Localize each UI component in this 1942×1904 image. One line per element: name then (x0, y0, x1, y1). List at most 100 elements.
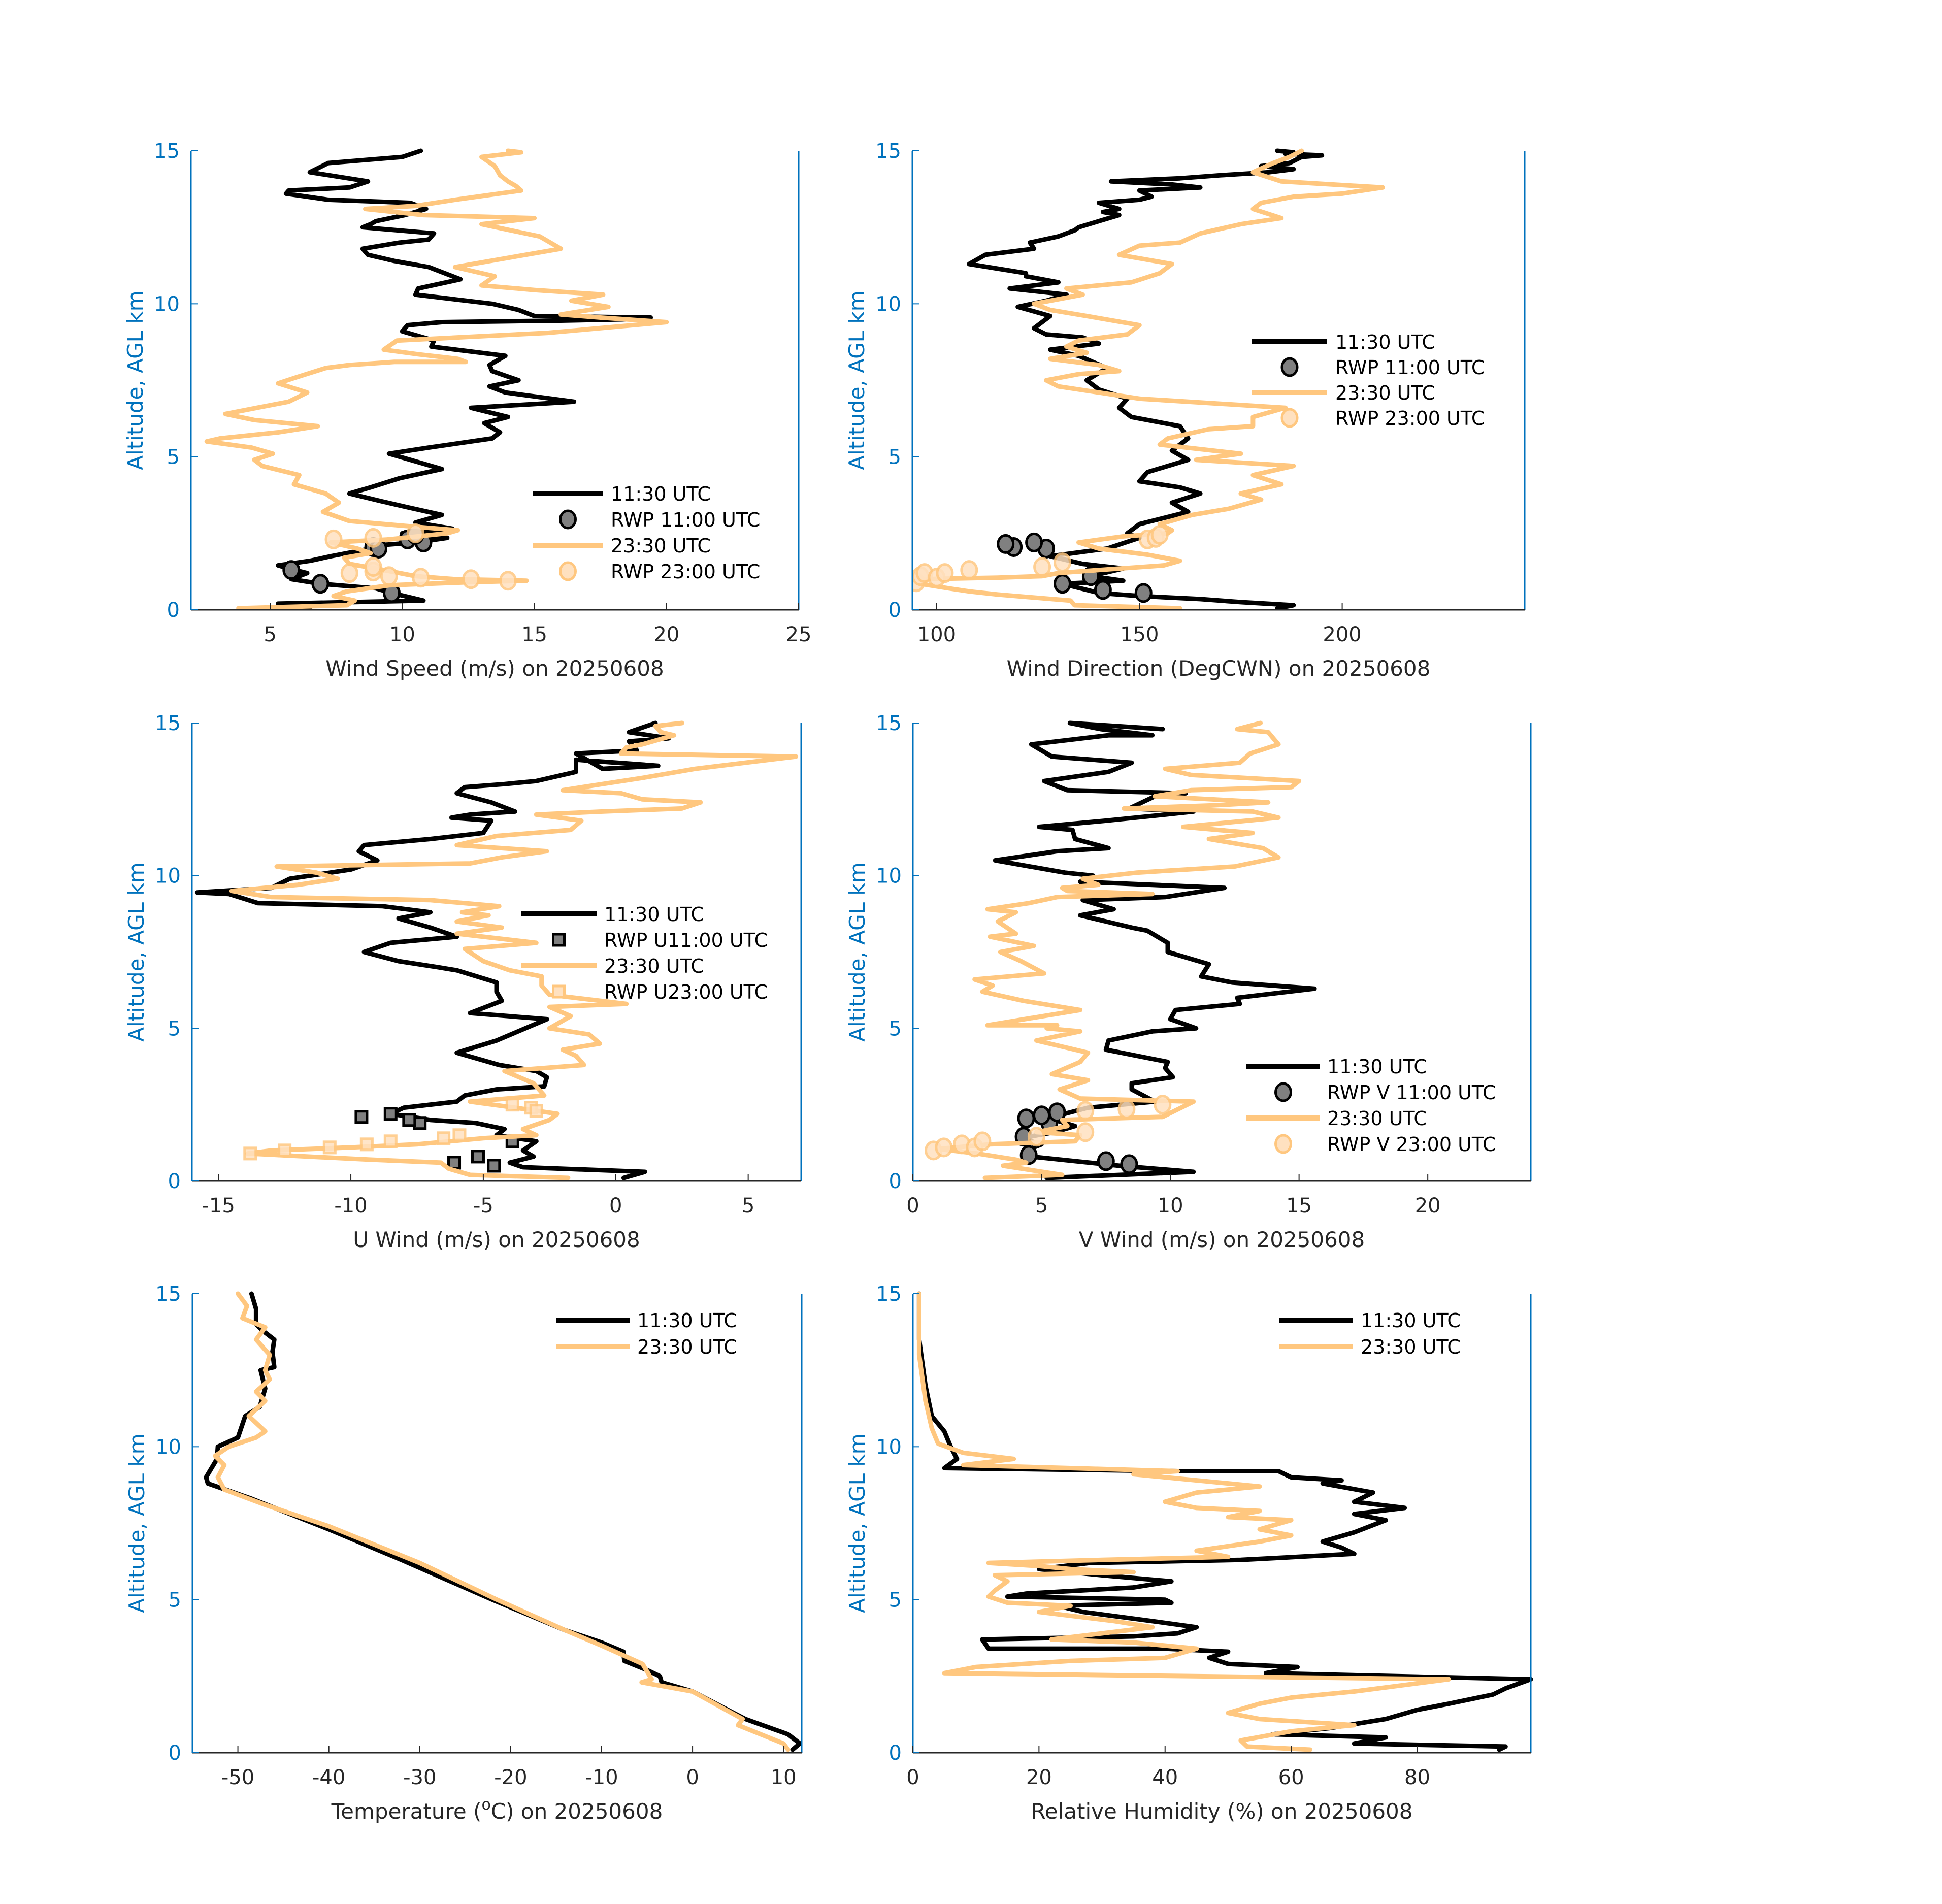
legend-label: RWP U11:00 UTC (604, 929, 768, 951)
data-point-rwp-23-00-utc (1054, 552, 1072, 573)
legend-item: RWP V 11:00 UTC (1274, 1081, 1496, 1104)
legend-marker-swatch (1274, 1082, 1292, 1102)
legend-item: RWP V 23:00 UTC (1274, 1133, 1496, 1156)
data-point-rwp-v-11-00-utc (1120, 1154, 1138, 1174)
plot-area (194, 720, 799, 1180)
legend-item: 23:30 UTC (556, 1336, 737, 1358)
y-tick-label: 5 (168, 1017, 181, 1040)
x-tick-label: -50 (221, 1766, 254, 1789)
data-point-rwp-v-23-00-utc (1076, 1101, 1095, 1121)
x-axis-label: V Wind (m/s) on 20250608 (1079, 1227, 1365, 1252)
y-tick-label: 15 (155, 1283, 181, 1306)
legend-item: 11:30 UTC (533, 483, 711, 505)
legend-marker-swatch (1280, 357, 1299, 377)
y-tick-label: 0 (167, 599, 180, 622)
data-point-rwp-u11-00-utc (471, 1150, 485, 1164)
legend: 11:30 UTC RWP U11:00 UTC 23:30 UTC RWP U23:… (521, 903, 768, 1003)
legend-item: 23:30 UTC (1246, 1107, 1427, 1130)
x-tick-label: 5 (264, 623, 276, 646)
y-tick-label: 15 (154, 140, 180, 163)
data-point-rwp-v-11-00-utc (1017, 1108, 1035, 1129)
data-point-rwp-u23-00-utc (505, 1098, 519, 1112)
legend-marker-swatch (552, 984, 566, 999)
x-tick-label: 60 (1278, 1766, 1304, 1789)
data-point-rwp-23-00-utc (364, 528, 382, 548)
data-point-rwp-v-23-00-utc (1076, 1122, 1095, 1142)
y-axis-label: Altitude, AGL km (844, 290, 869, 470)
legend-item: 23:30 UTC (1252, 382, 1435, 404)
legend-label: 23:30 UTC (611, 535, 711, 557)
data-point-rwp-u11-00-utc (402, 1113, 416, 1127)
x-tick-label: 10 (389, 623, 415, 646)
legend-label: RWP V 11:00 UTC (1327, 1081, 1496, 1104)
data-point-rwp-v-11-00-utc (1033, 1105, 1051, 1126)
y-axis-label: Altitude, AGL km (123, 290, 148, 470)
y-axis-label: Altitude, AGL km (124, 862, 149, 1041)
x-tick-label: 15 (521, 623, 547, 646)
data-point-rwp-23-00-utc (462, 569, 480, 589)
data-point-rwp-23-00-utc (340, 563, 358, 583)
legend-label: 23:30 UTC (1361, 1336, 1461, 1358)
data-point-rwp-11-00-utc (1134, 583, 1153, 603)
legend-label: RWP 11:00 UTC (1335, 356, 1485, 379)
legend-label: 11:30 UTC (611, 483, 711, 505)
data-point-rwp-v-11-00-utc (1097, 1151, 1115, 1171)
data-point-rwp-v-23-00-utc (1154, 1095, 1172, 1115)
y-tick-label: 15 (155, 712, 181, 735)
y-axis-label: Altitude, AGL km (124, 1433, 149, 1613)
legend-item: 11:30 UTC (1246, 1056, 1427, 1078)
x-tick-label: 20 (653, 623, 679, 646)
y-tick-label: 0 (889, 1170, 902, 1193)
legend-item: RWP U11:00 UTC (552, 929, 768, 951)
legend-item: RWP U23:00 UTC (552, 981, 768, 1003)
y-tick-label: 10 (154, 292, 180, 316)
data-point-rwp-23-00-utc (364, 557, 382, 577)
legend-label: RWP 23:00 UTC (1335, 407, 1485, 430)
legend-label: 23:30 UTC (1335, 382, 1435, 404)
legend-item: RWP 11:00 UTC (1280, 356, 1485, 379)
y-tick-label: 10 (875, 292, 901, 316)
x-tick-label: 5 (742, 1194, 754, 1218)
x-tick-label: 150 (1120, 623, 1159, 646)
x-tick-label: 25 (786, 623, 812, 646)
data-point-rwp-v-11-00-utc (1019, 1145, 1038, 1165)
legend-marker-swatch (1280, 408, 1299, 428)
data-point-rwp-23-00-utc (936, 563, 954, 583)
y-tick-label: 0 (888, 599, 901, 622)
y-tick-label: 5 (169, 1589, 181, 1612)
plot-area (912, 148, 1385, 611)
data-point-rwp-23-00-utc (960, 560, 978, 580)
panel-u-wind: -15 -10 -5 0 5 0 5 10 15 U Wind (m/s) on 20250608… (124, 712, 802, 1252)
x-axis-label: Wind Direction (DegCWN) on 20250608 (1007, 656, 1431, 681)
x-tick-label: 10 (1158, 1194, 1183, 1218)
plot-area (925, 720, 1317, 1180)
legend-marker-swatch (1274, 1134, 1292, 1154)
x-tick-label: -40 (312, 1766, 345, 1789)
legend-item: RWP 23:00 UTC (1280, 407, 1485, 430)
data-point-rwp-u23-00-utc (243, 1146, 257, 1161)
legend: 11:30 UTC 23:30 UTC (556, 1309, 737, 1358)
legend-marker-swatch (552, 933, 566, 947)
legend-label: 11:30 UTC (637, 1309, 737, 1332)
x-axis-label: Temperature (oC) on 20250608 (331, 1796, 663, 1824)
legend-item: RWP 23:00 UTC (559, 561, 760, 583)
x-tick-label: -20 (494, 1766, 527, 1789)
legend-label: 11:30 UTC (1335, 331, 1435, 353)
data-point-rwp-v-11-00-utc (1048, 1102, 1066, 1123)
data-point-rwp-23-00-utc (1150, 524, 1169, 545)
plot-area (204, 148, 669, 611)
x-tick-label: -10 (334, 1194, 367, 1218)
data-point-rwp-u23-00-utc (383, 1134, 398, 1148)
legend-label: 11:30 UTC (1327, 1056, 1427, 1078)
y-tick-label: 0 (889, 1742, 902, 1765)
legend-label: 23:30 UTC (637, 1336, 737, 1358)
legend: 11:30 UTC RWP 11:00 UTC 23:30 UTC RWP 23:00… (1252, 331, 1485, 430)
series-line-23-30-utc (229, 720, 799, 1180)
legend-label: 23:30 UTC (1327, 1107, 1427, 1130)
legend-item: 11:30 UTC (1252, 331, 1435, 353)
y-tick-label: 10 (876, 1435, 902, 1459)
data-point-rwp-23-00-utc (380, 566, 398, 586)
panel-temperature: -50 -40 -30 -20 -10 0 10 0 5 10 15 Temperature (oC)… (124, 1283, 803, 1824)
x-tick-label: 5 (1035, 1194, 1048, 1218)
plot-area (916, 1291, 1533, 1752)
